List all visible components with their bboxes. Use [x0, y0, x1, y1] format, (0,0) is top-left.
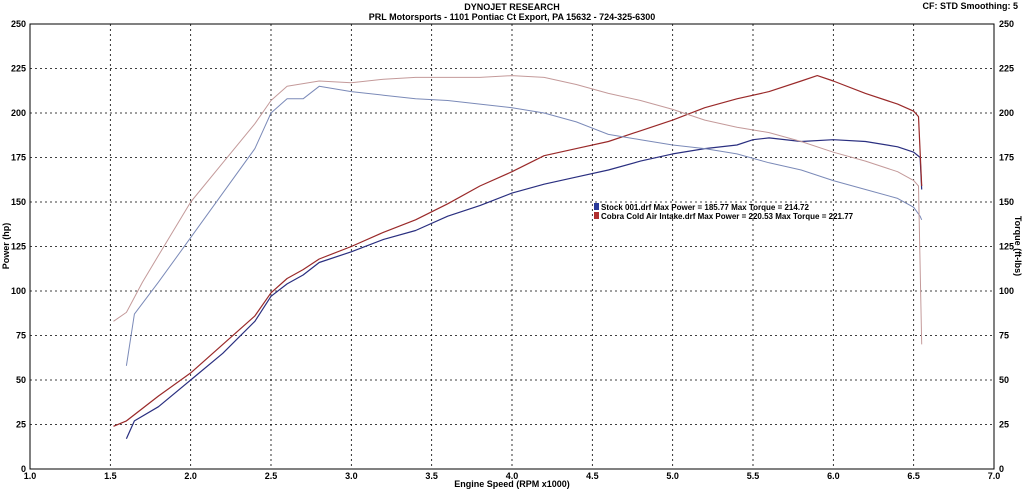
x-tick-label: 4.0 [506, 471, 519, 481]
y-tick-label-right: 50 [999, 375, 1009, 385]
config-readout: CF: STD Smoothing: 5 [922, 1, 1019, 11]
y-tick-label-left: 100 [11, 286, 26, 296]
y-tick-label-left: 175 [11, 153, 26, 163]
y-tick-label-right: 225 [999, 64, 1014, 74]
x-tick-label: 4.5 [586, 471, 599, 481]
x-axis-label: Engine Speed (RPM x1000) [454, 479, 570, 489]
series-line-torque-stock [125, 85, 923, 366]
y-tick-label-left: 75 [16, 331, 26, 341]
tick-labels: 1.0 1.5 2.0 2.5 3.0 3.5 4.0 4.5 5.0 5.5 6.0 6.5 7.00… [11, 19, 1014, 481]
y-tick-label-left: 50 [16, 375, 26, 385]
y-tick-label-left: 225 [11, 64, 26, 74]
y-tick-label-right: 250 [999, 19, 1014, 29]
y-tick-label-right: 150 [999, 197, 1014, 207]
x-tick-label: 6.0 [827, 471, 840, 481]
y-tick-label-right: 25 [999, 420, 1009, 430]
y-tick-label-left: 125 [11, 242, 26, 252]
y-tick-label-left: 0 [21, 464, 26, 474]
x-tick-label: 5.0 [666, 471, 679, 481]
x-tick-label: 5.5 [747, 471, 760, 481]
y-tick-label-right: 200 [999, 108, 1014, 118]
y-axis-label-left: Power (hp) [1, 223, 11, 270]
series-line-power-stock [125, 137, 923, 439]
series-line-torque-cobra [113, 75, 923, 345]
y-tick-label-left: 200 [11, 108, 26, 118]
y-axis-label-right: Torque (ft-lbs) [1013, 216, 1023, 276]
y-tick-label-left: 25 [16, 420, 26, 430]
y-tick-label-right: 100 [999, 286, 1014, 296]
y-tick-label-right: 75 [999, 331, 1009, 341]
chart-subtitle: PRL Motorsports - 1101 Pontiac Ct Export… [368, 12, 656, 22]
grid [29, 23, 995, 470]
x-tick-label: 3.5 [425, 471, 438, 481]
legend-swatch-cobra [594, 212, 599, 219]
x-tick-label: 2.0 [184, 471, 197, 481]
y-tick-label-right: 125 [999, 242, 1014, 252]
y-tick-label-right: 175 [999, 153, 1014, 163]
y-tick-label-left: 250 [11, 19, 26, 29]
series-lines [113, 74, 923, 439]
x-tick-label: 1.0 [24, 471, 37, 481]
legend-swatch-stock [594, 203, 599, 210]
legend-entry-stock: Stock 001.drf Max Power = 185.77 Max Tor… [601, 203, 810, 212]
x-tick-label: 2.5 [265, 471, 278, 481]
y-tick-label-left: 150 [11, 197, 26, 207]
y-tick-label-right: 0 [999, 464, 1004, 474]
x-tick-label: 3.0 [345, 471, 358, 481]
legend-entry-cobra: Cobra Cold Air Intake.drf Max Power = 22… [601, 212, 854, 221]
chart-title: DYNOJET RESEARCH [464, 2, 560, 12]
x-tick-label: 6.5 [907, 471, 920, 481]
x-tick-label: 1.5 [104, 471, 117, 481]
series-line-power-cobra [113, 74, 923, 427]
x-tick-label: 7.0 [988, 471, 1001, 481]
legend: Stock 001.drf Max Power = 185.77 Max Tor… [594, 203, 854, 221]
